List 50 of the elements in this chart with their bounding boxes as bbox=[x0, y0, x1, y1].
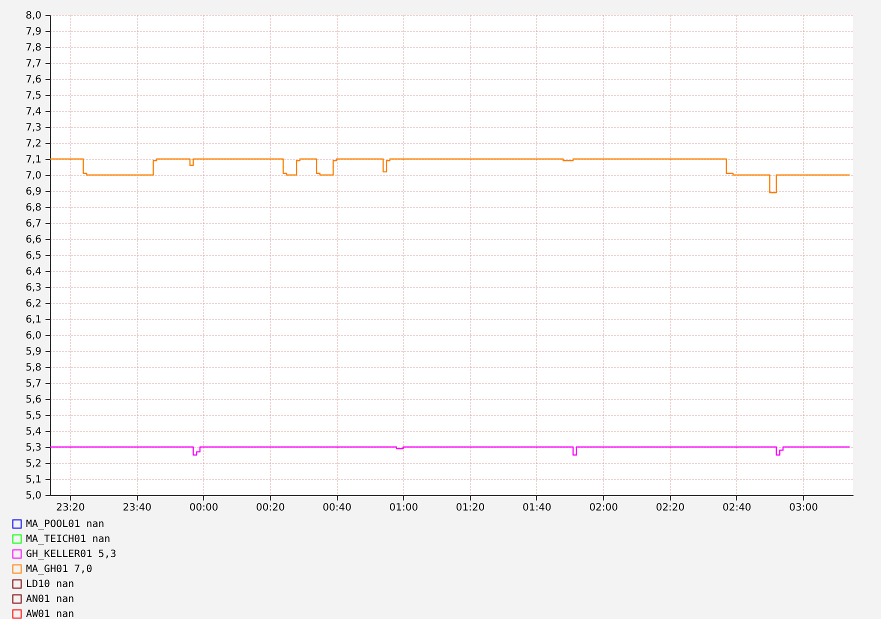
y-tick-label: 5,2 bbox=[26, 458, 42, 470]
x-tick-label: 00:20 bbox=[256, 502, 285, 514]
x-tick-label: 01:00 bbox=[389, 502, 418, 514]
x-tick-label: 02:20 bbox=[656, 502, 685, 514]
x-tick-label: 23:20 bbox=[56, 502, 85, 514]
y-tick-label: 7,3 bbox=[26, 122, 42, 134]
legend-label: MA_POOL01 nan bbox=[26, 519, 104, 530]
y-tick-label: 7,1 bbox=[26, 154, 42, 166]
y-tick-label: 7,6 bbox=[26, 74, 42, 86]
legend-label: LD10 nan bbox=[26, 579, 74, 590]
y-tick-label: 6,0 bbox=[26, 330, 42, 342]
y-tick-label: 5,9 bbox=[26, 346, 42, 358]
y-tick-label: 7,4 bbox=[26, 106, 42, 118]
y-tick-label: 6,8 bbox=[26, 202, 42, 214]
y-tick-label: 7,2 bbox=[26, 138, 42, 150]
y-tick-label: 5,8 bbox=[26, 362, 42, 374]
legend-label: GH_KELLER01 5,3 bbox=[26, 549, 116, 560]
legend-label: MA_GH01 7,0 bbox=[26, 564, 92, 575]
y-tick-label: 7,7 bbox=[26, 58, 42, 70]
y-tick-label: 6,2 bbox=[26, 298, 42, 310]
legend-label: AW01 nan bbox=[26, 609, 74, 619]
y-tick-label: 5,1 bbox=[26, 474, 42, 486]
x-tick-label: 02:40 bbox=[722, 502, 752, 514]
y-tick-label: 7,8 bbox=[26, 42, 42, 54]
x-tick-label: 01:20 bbox=[456, 502, 485, 514]
legend-label: AN01 nan bbox=[26, 594, 74, 605]
x-tick-label: 00:40 bbox=[322, 502, 352, 514]
x-tick-label: 03:00 bbox=[789, 502, 818, 514]
x-tick-label: 00:00 bbox=[189, 502, 218, 514]
y-tick-label: 6,1 bbox=[26, 314, 42, 326]
y-tick-label: 8,0 bbox=[26, 10, 42, 22]
legend-label: MA_TEICH01 nan bbox=[26, 534, 110, 545]
x-tick-label: 01:40 bbox=[522, 502, 552, 514]
y-tick-label: 5,7 bbox=[26, 378, 42, 390]
y-tick-label: 6,9 bbox=[26, 186, 42, 198]
y-tick-label: 5,4 bbox=[26, 426, 42, 438]
y-tick-label: 5,0 bbox=[26, 490, 42, 502]
y-tick-label: 5,6 bbox=[26, 394, 42, 406]
y-tick-label: 7,5 bbox=[26, 90, 42, 102]
y-tick-label: 6,5 bbox=[26, 250, 42, 262]
y-tick-label: 6,4 bbox=[26, 266, 42, 278]
y-tick-label: 7,9 bbox=[26, 26, 42, 38]
x-tick-label: 02:00 bbox=[589, 502, 618, 514]
y-tick-label: 6,6 bbox=[26, 234, 42, 246]
y-tick-label: 6,3 bbox=[26, 282, 42, 294]
y-tick-label: 5,5 bbox=[26, 410, 42, 422]
x-tick-label: 23:40 bbox=[122, 502, 152, 514]
y-tick-label: 5,3 bbox=[26, 442, 42, 454]
y-tick-label: 6,7 bbox=[26, 218, 42, 230]
y-tick-label: 7,0 bbox=[26, 170, 42, 182]
